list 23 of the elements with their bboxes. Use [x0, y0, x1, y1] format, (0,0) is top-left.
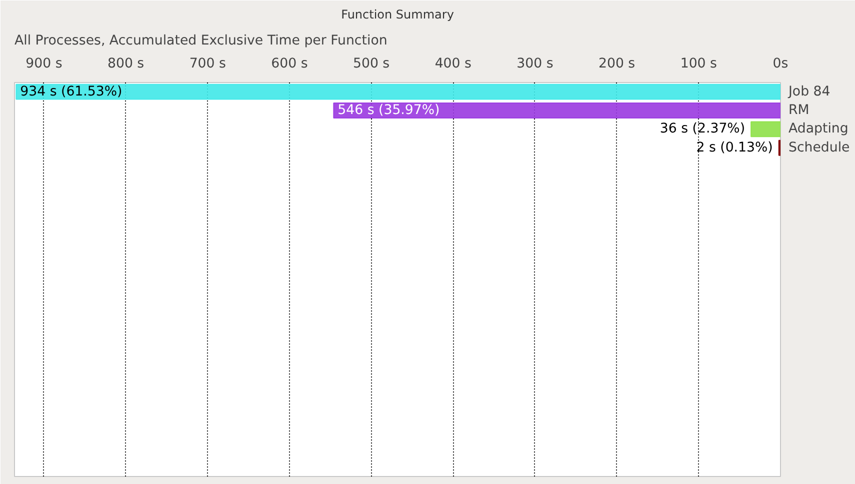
bar: [16, 84, 780, 100]
chart-subtitle: All Processes, Accumulated Exclusive Time per Function: [14, 34, 388, 48]
x-tick-label: 800 s: [107, 56, 144, 72]
x-tick-label: 600 s: [271, 56, 308, 72]
x-tick-label: 0s: [772, 56, 788, 72]
x-tick-label: 700 s: [189, 56, 226, 72]
data-label: 36 s (2.37%): [660, 122, 746, 137]
x-tick-label: 900 s: [26, 56, 62, 72]
x-tick-label: 200 s: [598, 56, 636, 72]
x-tick-label: 400 s: [434, 56, 472, 72]
data-label: 2 s (0.13%): [696, 140, 773, 156]
x-tick-label: 500 s: [353, 56, 390, 72]
y-tick-label: RM: [788, 103, 810, 118]
y-tick-label: Adapting: [788, 122, 848, 137]
x-tick-label: 300 s: [516, 56, 554, 72]
y-tick-label: Schedule: [788, 140, 850, 156]
x-tick-label: 100 s: [680, 56, 718, 72]
chart-title: Function Summary: [341, 8, 454, 22]
data-label: 934 s (61.53%): [20, 84, 122, 100]
bar: [333, 102, 780, 118]
y-tick-label: Job 84: [788, 84, 830, 100]
data-label: 546 s (35.97%): [338, 103, 440, 118]
bar: [750, 121, 780, 138]
